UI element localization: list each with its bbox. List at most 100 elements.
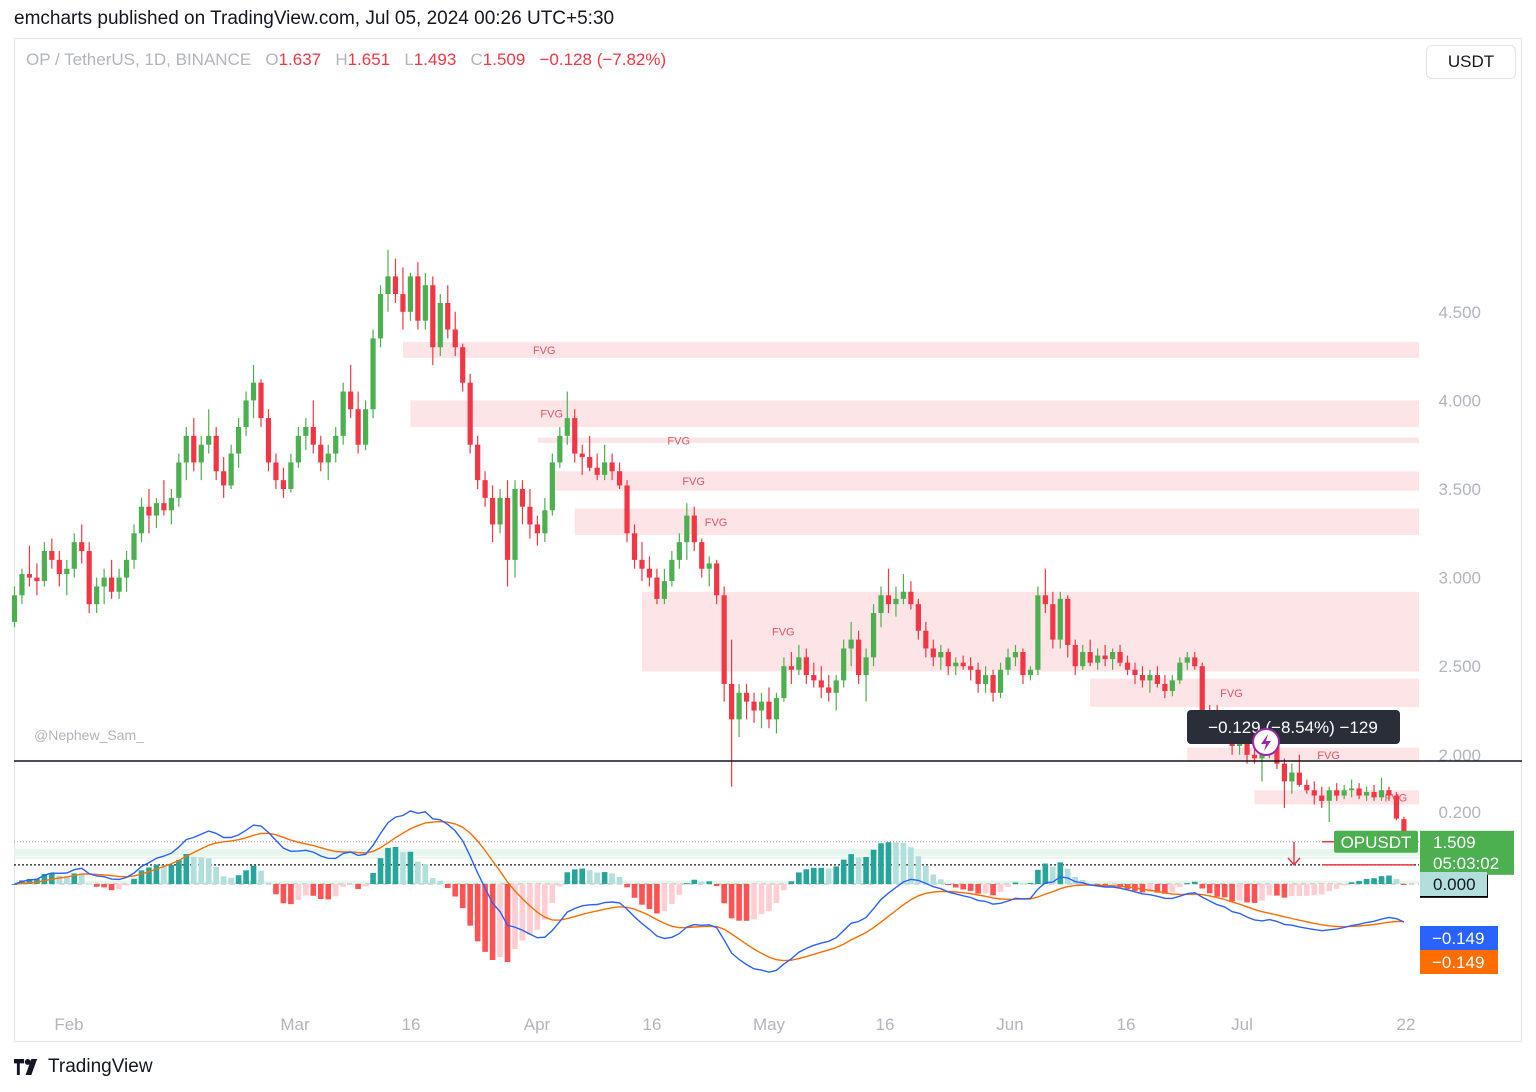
macd-histogram-bar [370,873,376,884]
macd-histogram-bar [1169,884,1176,892]
macd-histogram-bar [250,865,257,884]
macd-histogram-bar [1281,884,1288,898]
macd-histogram-bar [930,874,937,884]
time-axis-label: May [753,1015,786,1034]
macd-histogram-bar [1348,882,1355,884]
macd-value-badge [1420,926,1498,950]
macd-histogram-bar [586,870,593,884]
candle-body [758,701,765,711]
watermark-text: @Nephew_Sam_ [34,727,144,743]
candle-body [1080,652,1086,667]
macd-histogram [11,842,1407,963]
candle-body [1244,733,1250,755]
candle-body [833,680,839,693]
macd-histogram-bar [1289,884,1295,897]
macd-histogram-bar [385,847,391,884]
macd-histogram-bar [1378,876,1385,884]
candle-body [960,662,966,667]
candle-body [624,485,630,534]
macd-histogram-bar [631,884,638,898]
candle-body [49,551,55,560]
macd-histogram-bar [803,869,810,884]
candle-body [661,581,667,599]
candle-body [841,648,847,681]
macd-histogram-bar [168,864,175,884]
macd-histogram-bar [855,857,862,884]
macd-histogram-bar [123,884,130,886]
fvg-zone [574,508,1419,536]
macd-histogram-bar [908,847,914,884]
candle-body [1296,772,1302,785]
macd-histogram-bar [138,870,145,884]
support-zone [14,880,1419,885]
fvg-zone [552,471,1419,491]
candle-body [1371,792,1377,798]
macd-histogram-bar [878,843,884,884]
macd-histogram-bar [347,884,354,885]
candle-body [1326,790,1332,801]
candle-body [863,657,869,676]
candle-body [1169,680,1175,692]
candle-body [86,551,92,605]
candle-body [1281,763,1287,782]
candle-body [870,613,877,658]
footer-brand[interactable]: TradingView [14,1056,153,1078]
candle-body [422,285,428,321]
macd-histogram-bar [1079,880,1086,884]
macd-histogram-bar [639,884,645,905]
macd-axis-label: 0.200 [1438,803,1481,822]
macd-histogram-bar [11,884,18,885]
candle-body [452,329,458,348]
macd-histogram-bar [467,884,473,926]
macd-histogram-bar [1020,883,1026,885]
candle-body [64,568,70,575]
candle-body [161,503,167,511]
candle-body [766,701,772,720]
macd-histogram-bar [833,866,839,884]
candle-body [983,675,989,684]
macd-histogram-bar [78,873,85,884]
candle-body [34,577,40,582]
macd-histogram-bar [1162,884,1168,894]
candle-body [975,669,981,684]
macd-histogram-bar [422,864,429,884]
price-axis-label: 2.000 [1438,746,1481,765]
macd-histogram-bar [1027,882,1034,884]
candle-body [460,347,466,383]
candle-body [743,692,750,702]
low-value: 1.493 [413,50,457,69]
candle-body [41,551,47,582]
candle-body [1378,790,1385,798]
candle-body [527,506,533,525]
macd-histogram-bar [684,883,690,885]
macd-histogram-bar [975,884,981,894]
fvg-label: FVG [667,435,690,447]
macd-histogram-bar [982,884,989,894]
candle-body [109,577,115,592]
symbol-badge-text: OPUSDT [1341,833,1412,852]
macd-histogram-bar [1206,884,1213,894]
candle-body [1050,604,1056,640]
macd-histogram-bar [288,884,294,905]
candle-body [437,302,443,348]
macd-histogram-bar [691,879,698,884]
macd-histogram-bar [1326,884,1333,892]
candle-body [968,666,974,670]
currency-button[interactable]: USDT [1426,45,1516,79]
macd-histogram-bar [116,884,122,890]
macd-histogram-bar [131,878,137,884]
macd-zero-badge-text: 0.000 [1433,875,1476,894]
macd-histogram-bar [243,870,249,884]
candle-body [1311,790,1317,796]
support-zone [14,856,1419,859]
candle-body [1401,819,1407,842]
change-value: −0.128 (−7.82%) [539,50,667,69]
support-zone [14,848,1419,856]
candle-body [355,409,361,445]
candle-body [557,435,563,463]
open-value: 1.637 [278,50,322,69]
macd-histogram-bar [773,884,780,904]
macd-histogram-bar [863,856,869,884]
macd-histogram-bar [1057,862,1064,884]
